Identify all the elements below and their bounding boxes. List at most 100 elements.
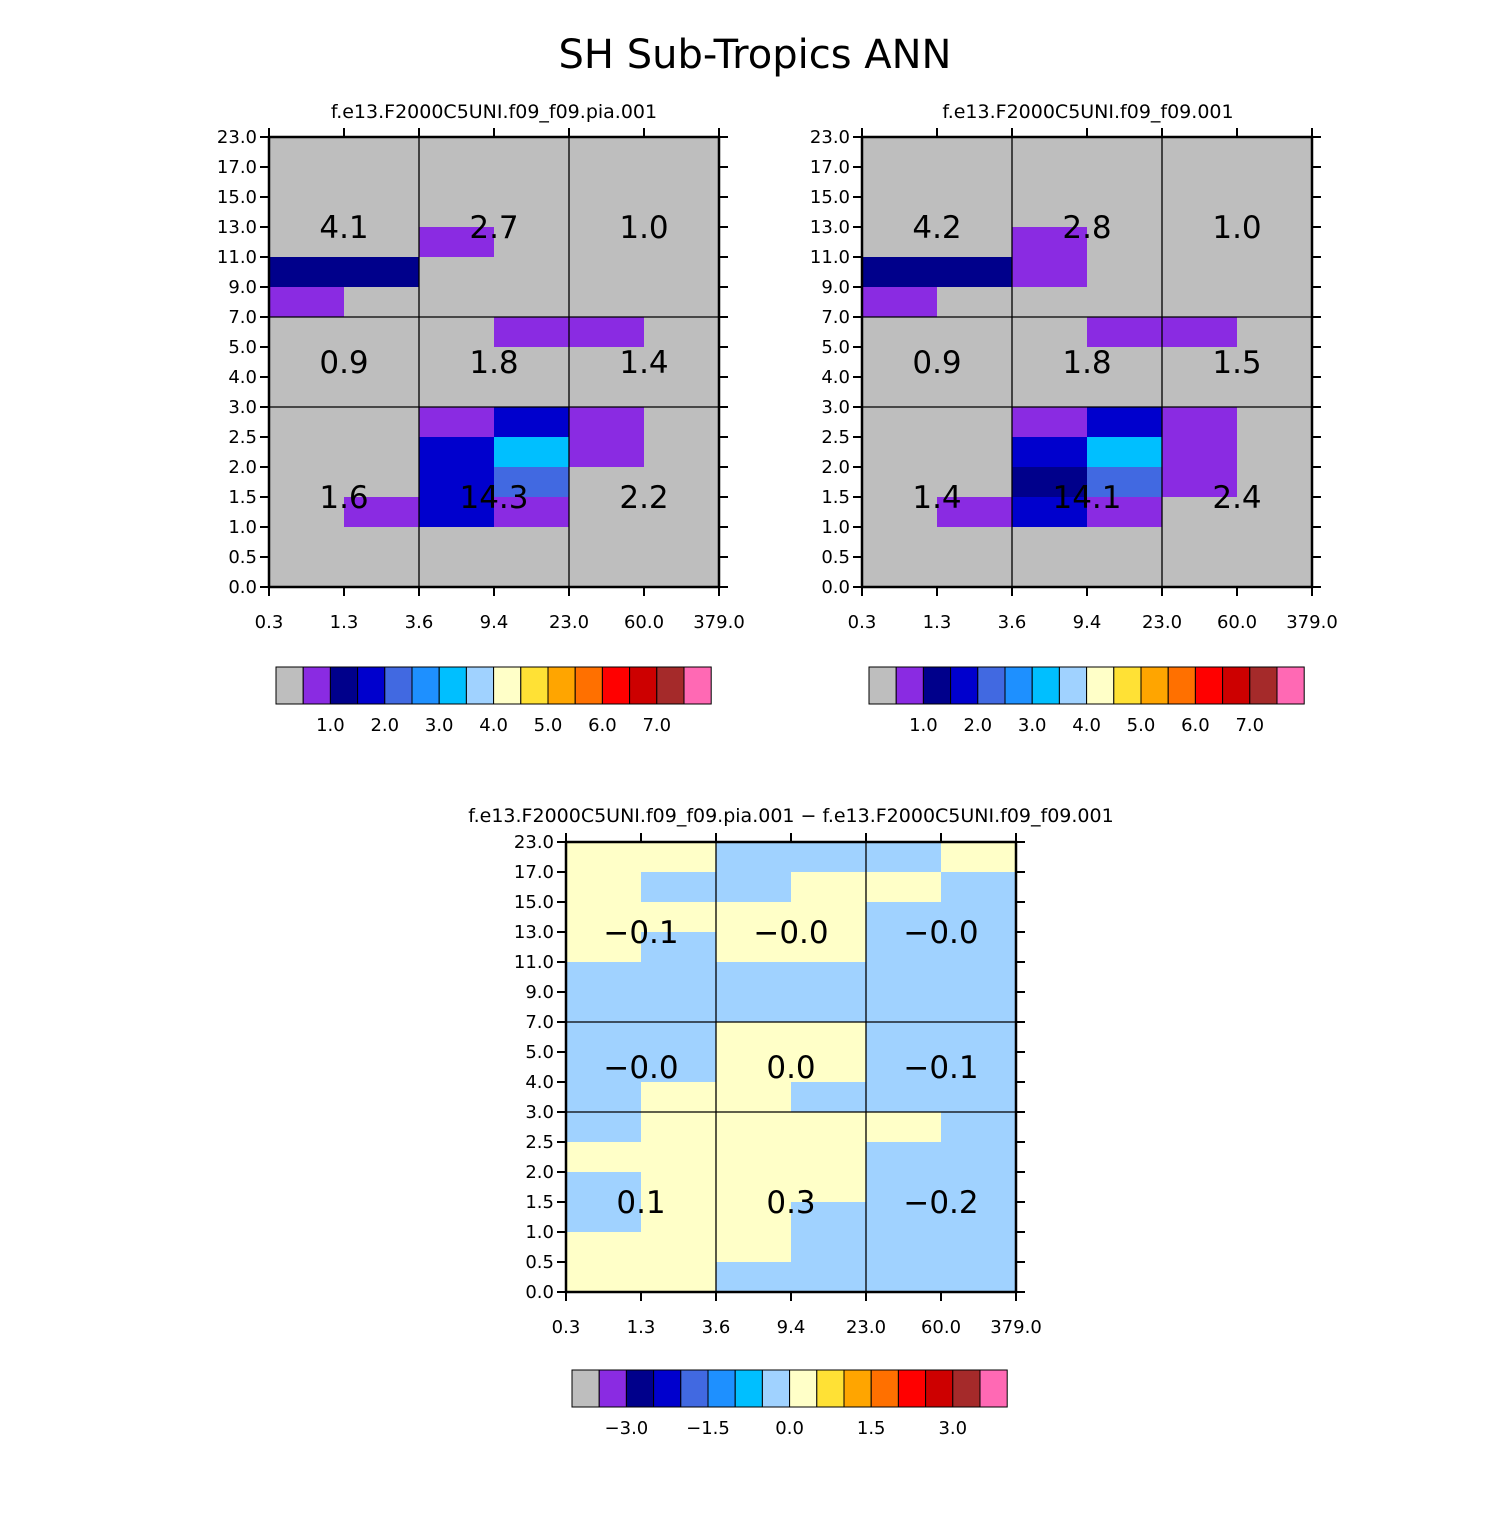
heatmap-cell bbox=[641, 1082, 717, 1113]
heatmap-cell bbox=[1012, 437, 1088, 468]
heatmap-cell bbox=[269, 527, 345, 558]
y-tick-label: 4.0 bbox=[525, 1072, 554, 1093]
colorbar-label: 2.0 bbox=[963, 715, 992, 736]
heatmap-cell bbox=[1087, 317, 1163, 348]
colorbar-swatch bbox=[357, 666, 386, 705]
heatmap-cell bbox=[644, 197, 720, 228]
heatmap-cell bbox=[569, 287, 645, 318]
heatmap-cell bbox=[716, 1172, 792, 1203]
heatmap-cell bbox=[716, 962, 792, 993]
y-tick-label: 2.0 bbox=[821, 457, 850, 478]
heatmap-cell bbox=[862, 467, 938, 498]
heatmap-cell bbox=[641, 1112, 717, 1143]
y-tick-label: 2.0 bbox=[525, 1162, 554, 1183]
heatmap-cell bbox=[937, 227, 1013, 258]
colorbar-label: 7.0 bbox=[642, 715, 671, 736]
y-tick-label: 9.0 bbox=[525, 982, 554, 1003]
heatmap-cell bbox=[791, 842, 867, 873]
box-value-label: 1.8 bbox=[469, 345, 518, 381]
heatmap-cell bbox=[866, 872, 942, 903]
heatmap-cell bbox=[494, 167, 570, 198]
y-tick-label: 15.0 bbox=[810, 187, 850, 208]
heatmap-cell bbox=[644, 257, 720, 288]
box-value-label: 4.1 bbox=[319, 210, 368, 246]
heatmap-cell bbox=[644, 137, 720, 168]
box-value-label: 1.0 bbox=[1212, 210, 1261, 246]
heatmap-cell bbox=[344, 407, 420, 438]
heatmap-cell bbox=[419, 347, 495, 378]
heatmap-cell bbox=[344, 437, 420, 468]
y-tick-label: 23.0 bbox=[217, 127, 257, 148]
box-value-label: 0.9 bbox=[912, 345, 961, 381]
y-tick-label: 4.0 bbox=[821, 367, 850, 388]
heatmap-cell bbox=[866, 902, 942, 933]
heatmap-cell bbox=[419, 287, 495, 318]
x-tick-label: 9.4 bbox=[1073, 612, 1102, 633]
heatmap-cell bbox=[566, 1262, 642, 1293]
heatmap-cell bbox=[1012, 467, 1088, 498]
heatmap-cell bbox=[1087, 557, 1163, 588]
heatmap-cell bbox=[937, 287, 1013, 318]
colorbar-swatch bbox=[1222, 666, 1251, 705]
heatmap-cell bbox=[566, 842, 642, 873]
heatmap-cell bbox=[716, 992, 792, 1023]
heatmap-cell bbox=[566, 992, 642, 1023]
box-value-label: 14.1 bbox=[1052, 480, 1121, 516]
x-tick-label: 0.3 bbox=[552, 1317, 581, 1338]
heatmap-cell bbox=[937, 497, 1013, 528]
heatmap-cell bbox=[269, 317, 345, 348]
colorbar-swatch bbox=[547, 666, 576, 705]
heatmap-cell bbox=[566, 1112, 642, 1143]
heatmap-cell bbox=[641, 902, 717, 933]
colorbar-swatch bbox=[1086, 666, 1115, 705]
heatmap-cell bbox=[866, 932, 942, 963]
box-value-label: 0.9 bbox=[319, 345, 368, 381]
colorbar-label: 6.0 bbox=[1181, 715, 1210, 736]
heatmap-cell bbox=[1012, 407, 1088, 438]
heatmap-cell bbox=[569, 317, 645, 348]
heatmap-cell bbox=[1237, 347, 1313, 378]
y-tick-label: 0.0 bbox=[821, 577, 850, 598]
heatmap-cell bbox=[566, 1142, 642, 1173]
box-value-label: 14.3 bbox=[459, 480, 528, 516]
y-tick-label: 7.0 bbox=[525, 1012, 554, 1033]
heatmap-cell bbox=[419, 167, 495, 198]
heatmap-cell bbox=[569, 257, 645, 288]
heatmap-cell bbox=[344, 167, 420, 198]
colorbar-swatch bbox=[897, 1369, 927, 1408]
x-tick-label: 0.3 bbox=[255, 612, 284, 633]
heatmap-cell bbox=[344, 287, 420, 318]
y-tick-label: 5.0 bbox=[228, 337, 257, 358]
heatmap-cell bbox=[1162, 167, 1238, 198]
heatmap-cell bbox=[269, 557, 345, 588]
box-value-label: 2.8 bbox=[1062, 210, 1111, 246]
heatmap-cell bbox=[862, 497, 938, 528]
heatmap-cell bbox=[566, 1232, 642, 1263]
heatmap-cell bbox=[1012, 317, 1088, 348]
heatmap-cell bbox=[344, 317, 420, 348]
heatmap-cell bbox=[566, 1172, 642, 1203]
heatmap-cell bbox=[1237, 557, 1313, 588]
heatmap-cell bbox=[1162, 227, 1238, 258]
heatmap-cell bbox=[269, 377, 345, 408]
heatmap-cell bbox=[937, 167, 1013, 198]
heatmap-cell bbox=[1012, 497, 1088, 528]
heatmap-cell bbox=[644, 227, 720, 258]
colorbar-swatch bbox=[816, 1369, 845, 1408]
colorbar-swatch bbox=[1058, 666, 1088, 705]
y-tick-label: 15.0 bbox=[514, 892, 554, 913]
y-tick-label: 17.0 bbox=[217, 157, 257, 178]
heatmap-cell bbox=[569, 407, 645, 438]
heatmap-cell bbox=[1162, 347, 1238, 378]
colorbar-swatch bbox=[384, 666, 413, 705]
heatmap-cell bbox=[644, 527, 720, 558]
heatmap-cell bbox=[791, 932, 867, 963]
heatmap-cell bbox=[644, 557, 720, 588]
heatmap-cell bbox=[566, 902, 642, 933]
heatmap-cell bbox=[569, 377, 645, 408]
y-tick-label: 1.5 bbox=[228, 487, 257, 508]
heatmap-cell bbox=[566, 1022, 642, 1053]
heatmap-cell bbox=[569, 347, 645, 378]
heatmap-cell bbox=[644, 347, 720, 378]
colorbar-swatch bbox=[1249, 666, 1278, 705]
